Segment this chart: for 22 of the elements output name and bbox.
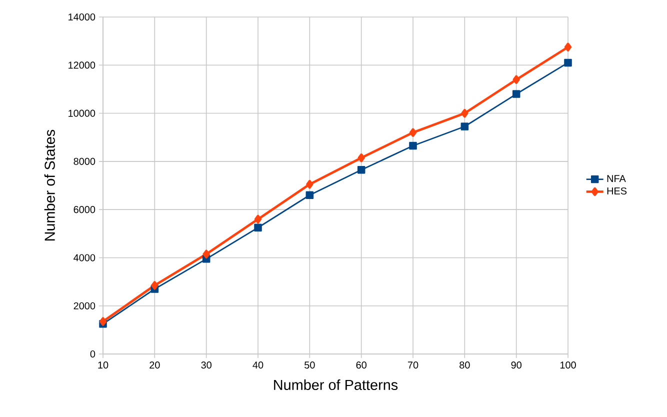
x-tick-label: 30	[201, 362, 212, 369]
y-tick-label: 12000	[68, 62, 96, 69]
x-tick-label: 60	[356, 362, 366, 369]
x-tick-label: 50	[304, 362, 315, 369]
x-tick-label: 70	[408, 362, 418, 369]
y-tick-label: 2000	[74, 302, 96, 310]
x-tick-label: 10	[98, 362, 108, 369]
y-tick-label: 14000	[68, 13, 96, 21]
x-tick-label: 20	[150, 362, 160, 369]
legend-label: HES	[607, 187, 627, 194]
y-axis-title: Number of States	[44, 130, 55, 241]
y-tick-label: 0	[90, 350, 96, 358]
x-axis-title: Number of Patterns	[274, 379, 398, 390]
y-tick-label: 6000	[74, 206, 96, 214]
y-tick-label: 4000	[74, 254, 96, 262]
x-tick-label: 40	[252, 362, 264, 369]
y-tick-label: 8000	[74, 158, 96, 165]
y-tick-label: 10000	[68, 110, 96, 117]
x-tick-label: 90	[511, 362, 522, 369]
x-tick-label: 100	[560, 362, 576, 369]
x-tick-label: 80	[460, 362, 470, 369]
legend-label: NFA	[607, 175, 626, 182]
